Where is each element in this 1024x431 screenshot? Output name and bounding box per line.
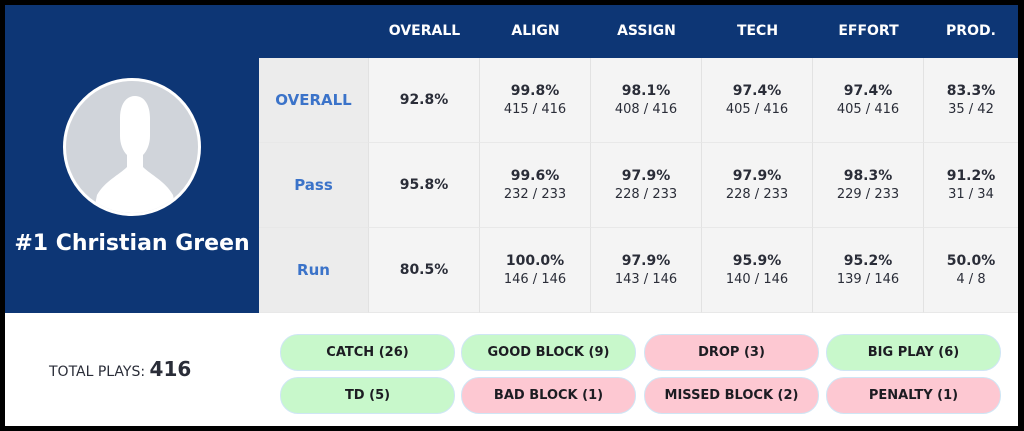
play-tag-bad: DROP (3)	[644, 334, 819, 371]
grade-fraction: 405 / 416	[725, 102, 789, 117]
grade-pct: 97.4%	[732, 83, 782, 99]
overall-cell: 80.5%	[369, 228, 480, 313]
grade-pct: 97.9%	[621, 253, 671, 269]
grade-pct: 97.9%	[621, 168, 671, 184]
play-tag-bad: BAD BLOCK (1)	[461, 377, 636, 414]
total-plays-label: TOTAL PLAYS:	[49, 364, 146, 380]
grade-pct: 95.2%	[843, 253, 893, 269]
grade-cell: 97.9% 143 / 146	[591, 228, 702, 313]
grade-cell: 98.1% 408 / 416	[591, 58, 702, 143]
grade-pct: 97.9%	[732, 168, 782, 184]
grade-fraction: 140 / 146	[725, 272, 789, 287]
grade-fraction: 146 / 146	[503, 272, 567, 287]
play-tag-good: CATCH (26)	[280, 334, 455, 371]
grade-fraction: 228 / 233	[614, 187, 678, 202]
column-header: OVERALL	[388, 23, 461, 39]
play-tag-bad: MISSED BLOCK (2)	[644, 377, 819, 414]
grade-cell: 50.0% 4 / 8	[924, 228, 1018, 313]
overall-pct: 80.5%	[399, 262, 449, 278]
overall-pct: 92.8%	[399, 92, 449, 108]
grade-cell: 100.0% 146 / 146	[480, 228, 591, 313]
grade-fraction: 408 / 416	[614, 102, 678, 117]
grade-fraction: 4 / 8	[956, 272, 986, 287]
player-profile: #1 Christian Green	[5, 58, 259, 313]
grade-cell: 98.3% 229 / 233	[813, 143, 924, 228]
grade-cell: 91.2% 31 / 34	[924, 143, 1018, 228]
play-tag-good: GOOD BLOCK (9)	[461, 334, 636, 371]
grade-cell: 99.8% 415 / 416	[480, 58, 591, 143]
grade-pct: 100.0%	[505, 253, 565, 269]
grade-fraction: 139 / 146	[836, 272, 900, 287]
grade-cell: 97.4% 405 / 416	[702, 58, 813, 143]
avatar	[63, 78, 201, 216]
grade-fraction: 143 / 146	[614, 272, 678, 287]
grade-pct: 83.3%	[946, 83, 996, 99]
column-header: EFFORT	[838, 23, 899, 39]
grade-pct: 97.4%	[843, 83, 893, 99]
column-header: TECH	[736, 23, 779, 39]
overall-pct: 95.8%	[399, 177, 449, 193]
person-silhouette-icon	[93, 96, 177, 213]
grade-pct: 91.2%	[946, 168, 996, 184]
column-header: ALIGN	[511, 23, 560, 39]
grade-pct: 98.3%	[843, 168, 893, 184]
column-header: ASSIGN	[617, 23, 676, 39]
grade-pct: 99.8%	[510, 83, 560, 99]
row-label: Run	[259, 228, 369, 313]
grade-panel: OVERALL ALIGN ASSIGN TECH EFFORT PROD. #1 Chr…	[5, 5, 1018, 313]
grade-cell: 97.9% 228 / 233	[702, 143, 813, 228]
overall-cell: 92.8%	[369, 58, 480, 143]
grade-pct: 99.6%	[510, 168, 560, 184]
grade-cell: 95.2% 139 / 146	[813, 228, 924, 313]
grade-pct: 98.1%	[621, 83, 671, 99]
grade-fraction: 229 / 233	[836, 187, 900, 202]
player-name: #1 Christian Green	[14, 231, 250, 256]
grade-cell: 83.3% 35 / 42	[924, 58, 1018, 143]
grade-fraction: 35 / 42	[948, 102, 994, 117]
grade-fraction: 228 / 233	[725, 187, 789, 202]
play-tag-bad: PENALTY (1)	[826, 377, 1001, 414]
grade-fraction: 415 / 416	[503, 102, 567, 117]
grade-cell: 97.4% 405 / 416	[813, 58, 924, 143]
play-tag-good: TD (5)	[280, 377, 455, 414]
total-plays: TOTAL PLAYS: 416	[49, 357, 191, 381]
player-grade-card: OVERALL ALIGN ASSIGN TECH EFFORT PROD. #1 Chr…	[5, 5, 1018, 426]
grade-pct: 95.9%	[732, 253, 782, 269]
grade-cell: 99.6% 232 / 233	[480, 143, 591, 228]
grade-fraction: 31 / 34	[948, 187, 994, 202]
grade-pct: 50.0%	[946, 253, 996, 269]
grade-cell: 95.9% 140 / 146	[702, 228, 813, 313]
row-label: OVERALL	[259, 58, 369, 143]
grade-fraction: 405 / 416	[836, 102, 900, 117]
play-tag-good: BIG PLAY (6)	[826, 334, 1001, 371]
grade-cell: 97.9% 228 / 233	[591, 143, 702, 228]
grades-table: OVERALL 92.8% 99.8% 415 / 416 98.1% 408 / 416…	[259, 58, 1018, 313]
overall-cell: 95.8%	[369, 143, 480, 228]
grade-fraction: 232 / 233	[503, 187, 567, 202]
column-header: PROD.	[946, 23, 996, 39]
row-label: Pass	[259, 143, 369, 228]
total-plays-value: 416	[149, 357, 192, 381]
